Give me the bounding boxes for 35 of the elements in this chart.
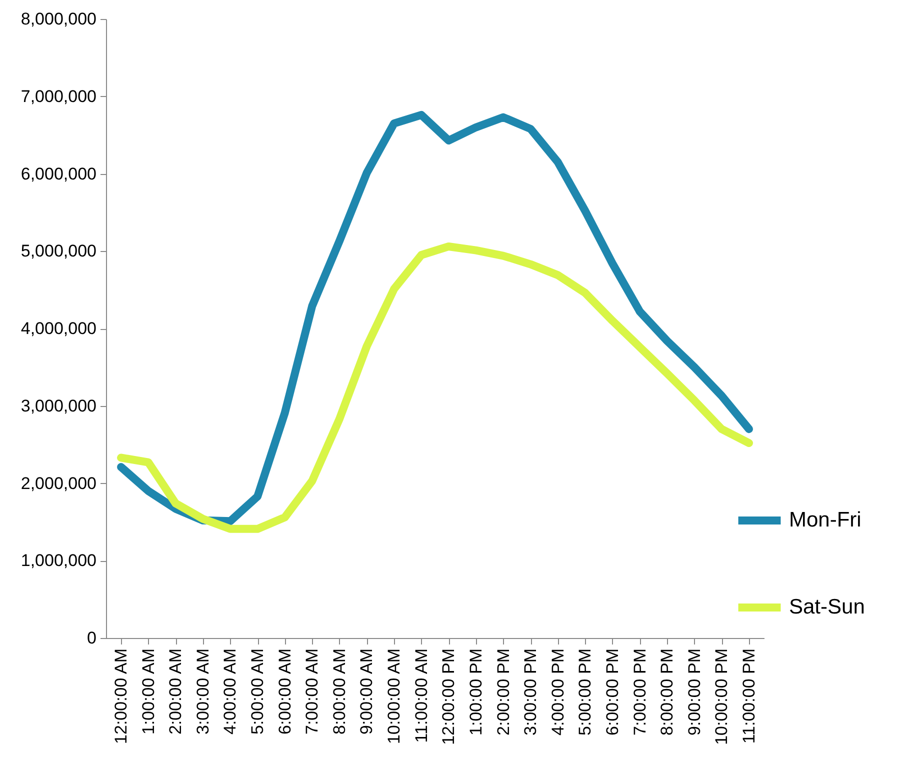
x-tick-label: 3:00:00 AM	[193, 648, 212, 735]
y-tick-label: 0	[87, 628, 96, 648]
x-tick-label: 9:00:00 PM	[684, 648, 704, 736]
x-tick-label: 2:00:00 PM	[494, 648, 513, 736]
y-tick-label: 5,000,000	[20, 242, 96, 261]
x-tick-label: 2:00:00 AM	[166, 648, 186, 735]
x-tick-label: 1:00:00 AM	[138, 648, 158, 735]
x-tick-label: 1:00:00 PM	[466, 648, 486, 736]
y-tick-label: 7,000,000	[20, 86, 96, 106]
x-tick-label: 7:00:00 PM	[630, 648, 650, 736]
x-tick-label: 6:00:00 AM	[275, 648, 294, 735]
x-tick-label: 11:00:00 AM	[412, 648, 431, 743]
legend-label: Mon-Fri	[789, 508, 862, 532]
x-tick-label: 10:00:00 AM	[384, 648, 404, 744]
x-tick-label: 12:00:00 AM	[112, 648, 131, 744]
y-tick-label: 3,000,000	[20, 396, 96, 416]
x-tick-label: 7:00:00 AM	[302, 648, 322, 735]
x-tick-label: 4:00:00 PM	[548, 648, 568, 736]
x-tick-label: 4:00:00 AM	[220, 648, 240, 735]
y-tick-label: 1,000,000	[20, 551, 96, 570]
x-tick-label: 12:00:00 PM	[439, 648, 458, 745]
x-tick-label: 9:00:00 AM	[357, 648, 376, 735]
y-tick-label: 8,000,000	[20, 10, 96, 28]
x-tick-label: 6:00:00 PM	[602, 648, 622, 736]
x-tick-label: 8:00:00 PM	[658, 648, 677, 736]
y-tick-label: 2,000,000	[20, 474, 96, 493]
x-tick-label: 10:00:00 PM	[712, 648, 732, 745]
x-tick-label: 3:00:00 PM	[521, 648, 540, 736]
x-tick-label: 8:00:00 AM	[330, 648, 349, 735]
x-tick-label: 5:00:00 AM	[248, 648, 268, 735]
y-tick-label: 6,000,000	[20, 164, 96, 184]
x-tick-label: 5:00:00 PM	[576, 648, 595, 736]
legend-label: Sat-Sun	[789, 596, 865, 618]
x-tick-label: 11:00:00 PM	[739, 648, 758, 744]
y-tick-label: 4,000,000	[20, 319, 96, 338]
